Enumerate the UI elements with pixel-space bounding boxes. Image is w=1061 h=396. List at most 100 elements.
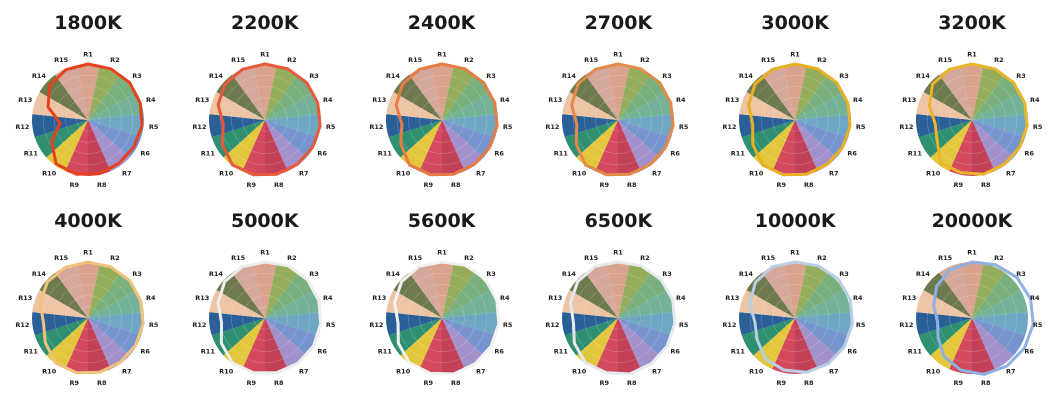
series-outline xyxy=(38,260,145,375)
category-label: R7 xyxy=(299,170,309,178)
grid-ring xyxy=(584,284,653,352)
category-label: R3 xyxy=(486,270,496,278)
grid-ring xyxy=(430,306,454,330)
sector-r13 xyxy=(385,290,442,318)
category-label: R12 xyxy=(192,321,206,329)
category-label: R13 xyxy=(725,294,739,302)
sector-r1 xyxy=(76,261,100,318)
category-label: R1 xyxy=(790,50,800,58)
category-label: R7 xyxy=(122,368,132,376)
sector-r6 xyxy=(88,318,142,356)
sector-r9 xyxy=(418,318,442,374)
category-label: R8 xyxy=(274,379,284,387)
grid-ring xyxy=(783,306,807,330)
category-label: R8 xyxy=(274,181,284,189)
sector-r6 xyxy=(795,120,849,158)
sector-r15 xyxy=(939,263,972,318)
grid-ring xyxy=(418,97,465,143)
category-label: R3 xyxy=(309,270,319,278)
category-label: R8 xyxy=(981,379,991,387)
sector-r13 xyxy=(385,92,442,120)
category-label: R2 xyxy=(287,56,297,64)
category-label: R3 xyxy=(309,72,319,80)
sector-r9 xyxy=(595,318,619,374)
category-label: R3 xyxy=(486,72,496,80)
grid-ring xyxy=(54,284,122,352)
sector-r9 xyxy=(242,318,265,374)
category-label: R3 xyxy=(132,270,142,278)
sector-r7 xyxy=(88,318,130,370)
chart-panel: 5600K R1 R2 R3 R4 R5 R6 R7 R8 R9 R10 R11 R12 R13 R14 R1… xyxy=(354,198,530,396)
category-label: R7 xyxy=(829,368,839,376)
category-label: R14 xyxy=(209,72,224,80)
category-label: R8 xyxy=(627,181,637,189)
sector-r14 xyxy=(569,74,619,120)
category-label: R2 xyxy=(464,254,474,262)
sector-r13 xyxy=(32,290,88,318)
series-outline xyxy=(748,260,855,374)
sector-r2 xyxy=(441,65,475,120)
sector-r3 xyxy=(795,74,844,120)
category-label: R13 xyxy=(18,96,32,104)
category-label: R5 xyxy=(679,321,689,329)
chart-panel: 5000K R1 R2 R3 R4 R5 R6 R7 R8 R9 R10 R11 R12 R13 R14 R1… xyxy=(177,198,353,396)
category-label: R13 xyxy=(195,294,209,302)
sector-r6 xyxy=(795,318,849,356)
sector-r13 xyxy=(32,92,88,120)
sector-r7 xyxy=(441,318,484,370)
category-label: R10 xyxy=(573,368,588,376)
polar-chart: R1 R2 R3 R4 R5 R6 R7 R8 R9 R10 R11 R12 R13 R14 R15 xyxy=(723,248,867,387)
category-label: R10 xyxy=(749,170,764,178)
sector-r7 xyxy=(264,120,307,172)
category-label: R13 xyxy=(195,96,209,104)
category-label: R12 xyxy=(369,321,383,329)
grid-ring xyxy=(595,295,642,341)
category-label: R14 xyxy=(562,72,577,80)
category-label: R2 xyxy=(817,56,827,64)
category-label: R12 xyxy=(899,321,913,329)
category-label: R3 xyxy=(663,270,673,278)
sector-r14 xyxy=(393,74,442,120)
category-label: R7 xyxy=(652,170,662,178)
category-label: R12 xyxy=(723,321,737,329)
grid-ring xyxy=(750,74,841,166)
category-label: R4 xyxy=(500,294,510,302)
sector-r2 xyxy=(795,263,829,318)
sector-r2 xyxy=(972,263,1005,318)
sector-r6 xyxy=(618,318,672,356)
grid-ring xyxy=(219,74,310,166)
category-label: R11 xyxy=(731,149,746,157)
category-label: R15 xyxy=(231,56,246,64)
category-label: R15 xyxy=(585,254,600,262)
grid-ring xyxy=(960,306,984,330)
chart-title: 5000K xyxy=(230,210,299,232)
sector-r1 xyxy=(783,261,807,318)
sector-r4 xyxy=(618,92,675,120)
chart-title: 3000K xyxy=(761,12,829,34)
category-label: R4 xyxy=(676,96,686,104)
category-label: R15 xyxy=(761,254,776,262)
grid-ring xyxy=(230,284,299,352)
category-label: R10 xyxy=(219,170,234,178)
sector-r8 xyxy=(972,120,995,176)
grid-ring xyxy=(65,295,111,341)
category-label: R1 xyxy=(260,50,270,58)
sector-r8 xyxy=(88,120,111,176)
category-label: R6 xyxy=(494,149,504,157)
category-label: R6 xyxy=(317,149,327,157)
category-label: R10 xyxy=(573,170,588,178)
sector-r1 xyxy=(253,261,277,318)
category-label: R11 xyxy=(201,347,216,355)
sector-r3 xyxy=(441,272,491,318)
sector-r3 xyxy=(441,74,491,120)
sector-r11 xyxy=(565,318,619,356)
category-label: R14 xyxy=(916,270,931,278)
polar-chart: R1 R2 R3 R4 R5 R6 R7 R8 R9 R10 R11 R12 R13 R14 R15 xyxy=(369,248,513,387)
category-label: R4 xyxy=(676,294,686,302)
sector-r9 xyxy=(949,120,972,176)
grid-ring xyxy=(430,108,454,132)
sector-r4 xyxy=(88,92,144,120)
chart-title: 2700K xyxy=(584,12,653,34)
category-label: R9 xyxy=(246,181,256,189)
sector-r5 xyxy=(88,114,144,138)
